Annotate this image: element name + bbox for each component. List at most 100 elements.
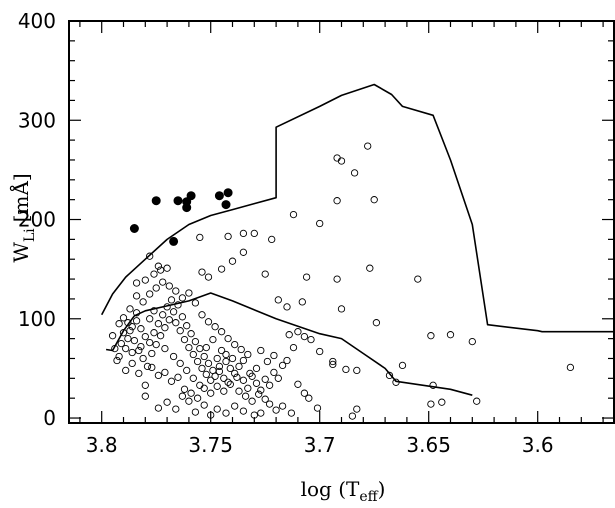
open-point bbox=[224, 232, 232, 241]
open-point bbox=[180, 335, 189, 344]
open-point bbox=[167, 377, 176, 385]
open-point bbox=[211, 323, 219, 331]
open-point bbox=[239, 407, 248, 415]
open-point bbox=[257, 386, 265, 394]
open-point bbox=[126, 327, 134, 335]
open-point bbox=[163, 264, 171, 272]
open-point bbox=[294, 380, 302, 388]
open-point bbox=[224, 334, 232, 343]
open-point bbox=[398, 361, 407, 370]
x-tick-label: 3.75 bbox=[188, 433, 233, 457]
open-point bbox=[566, 363, 575, 372]
open-point bbox=[217, 328, 226, 336]
open-point bbox=[117, 339, 125, 348]
open-point bbox=[385, 371, 394, 380]
open-point bbox=[231, 369, 239, 378]
open-point bbox=[333, 197, 341, 205]
open-point bbox=[278, 402, 287, 410]
open-point bbox=[427, 400, 435, 408]
open-point bbox=[272, 406, 280, 414]
open-point bbox=[185, 343, 193, 352]
open-point bbox=[228, 257, 237, 265]
open-point bbox=[265, 400, 274, 408]
open-point bbox=[270, 368, 278, 377]
open-point bbox=[231, 402, 239, 410]
open-point bbox=[226, 380, 234, 388]
open-point bbox=[268, 235, 276, 244]
open-point bbox=[156, 332, 165, 340]
open-point bbox=[235, 387, 243, 395]
open-point bbox=[152, 340, 160, 349]
open-point bbox=[180, 385, 189, 393]
open-point bbox=[261, 395, 269, 403]
open-point bbox=[468, 337, 476, 346]
open-point bbox=[224, 378, 232, 386]
open-point bbox=[244, 350, 252, 359]
open-point bbox=[241, 392, 250, 400]
open-point bbox=[473, 397, 481, 405]
open-point bbox=[176, 327, 184, 335]
open-point bbox=[141, 276, 149, 284]
boundary-curve-1 bbox=[100, 83, 614, 333]
open-point bbox=[141, 381, 149, 389]
open-point bbox=[438, 398, 446, 406]
open-point bbox=[150, 329, 158, 337]
open-point bbox=[222, 357, 230, 366]
open-point bbox=[141, 392, 149, 400]
open-point bbox=[152, 284, 160, 292]
open-point bbox=[217, 265, 226, 273]
open-point bbox=[161, 344, 169, 353]
open-point bbox=[263, 357, 272, 366]
open-point bbox=[313, 404, 322, 412]
open-point bbox=[298, 298, 306, 306]
open-point bbox=[150, 270, 158, 278]
open-point bbox=[132, 292, 141, 300]
open-point bbox=[176, 359, 184, 368]
open-point bbox=[285, 331, 293, 339]
open-point bbox=[213, 405, 221, 413]
open-point bbox=[446, 331, 455, 339]
open-point bbox=[165, 282, 173, 290]
open-point bbox=[202, 370, 210, 379]
open-point bbox=[289, 210, 298, 219]
open-point bbox=[122, 344, 130, 353]
x-tick-label: 3.6 bbox=[522, 433, 554, 457]
open-point bbox=[252, 379, 261, 387]
open-point bbox=[108, 332, 117, 340]
open-point bbox=[146, 315, 154, 323]
filled-point bbox=[214, 191, 224, 201]
x-axis-label-main: log (T bbox=[301, 477, 360, 501]
open-point bbox=[130, 336, 139, 345]
open-point bbox=[289, 343, 298, 352]
open-point bbox=[300, 332, 309, 341]
open-point bbox=[211, 372, 219, 380]
y-tick-label: 0 bbox=[43, 406, 56, 430]
open-point bbox=[178, 313, 187, 321]
open-point bbox=[244, 384, 252, 392]
open-point bbox=[154, 262, 163, 270]
plot-frame bbox=[68, 20, 615, 424]
open-point bbox=[213, 354, 221, 363]
open-point bbox=[154, 371, 163, 380]
open-point bbox=[265, 381, 274, 389]
x-tick-label: 3.8 bbox=[86, 433, 118, 457]
y-axis-label: WLi [mÅ] bbox=[8, 173, 38, 262]
open-point bbox=[174, 301, 182, 309]
open-point bbox=[207, 376, 215, 384]
open-point bbox=[228, 354, 237, 363]
open-point bbox=[115, 320, 123, 328]
open-point bbox=[132, 317, 141, 325]
open-point bbox=[174, 373, 182, 381]
open-point bbox=[204, 318, 213, 326]
open-point bbox=[392, 378, 400, 386]
x-axis-label: log (Teff) bbox=[301, 477, 386, 505]
open-point bbox=[111, 344, 119, 353]
open-point bbox=[427, 332, 435, 340]
open-point bbox=[342, 365, 350, 374]
open-point bbox=[226, 364, 234, 373]
y-tick-label: 200 bbox=[18, 208, 56, 232]
open-point bbox=[154, 404, 163, 412]
open-point bbox=[193, 394, 202, 402]
open-point bbox=[189, 374, 197, 382]
